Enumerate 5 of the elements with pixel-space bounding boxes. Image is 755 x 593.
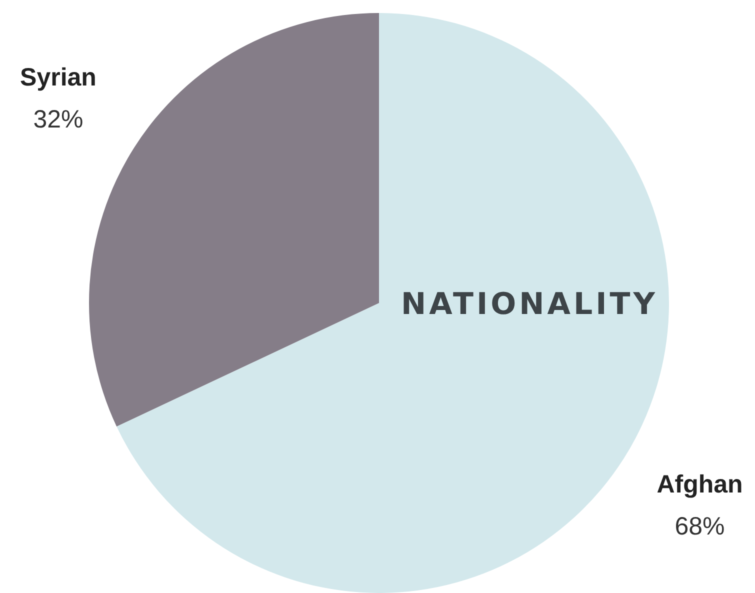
text: NATIONALITY <box>401 286 658 322</box>
slice-label: Syrian <box>20 63 96 92</box>
data-label: 68% <box>674 512 725 540</box>
slice-label: Afghan <box>656 470 743 498</box>
data-label: 32% <box>33 105 84 134</box>
